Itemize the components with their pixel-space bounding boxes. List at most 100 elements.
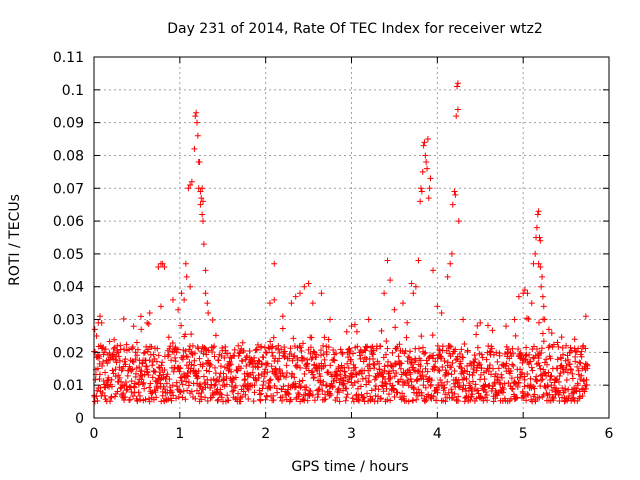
data-point <box>291 352 298 359</box>
data-point <box>177 365 184 372</box>
data-point <box>452 346 459 353</box>
data-point <box>131 380 138 387</box>
data-point <box>233 367 240 374</box>
data-point <box>408 378 415 385</box>
data-point <box>456 350 463 357</box>
data-point <box>283 362 290 369</box>
data-point <box>583 385 589 392</box>
data-point <box>210 344 217 351</box>
data-point <box>352 371 359 378</box>
x-tick-label: 3 <box>347 426 356 442</box>
data-point <box>521 287 528 294</box>
data-point <box>348 323 355 330</box>
data-point <box>422 349 429 356</box>
y-tick-label: 0.02 <box>53 345 84 361</box>
data-point <box>448 364 455 371</box>
data-point <box>480 397 487 404</box>
data-point <box>449 201 456 208</box>
data-point <box>242 376 249 383</box>
data-point <box>571 336 578 343</box>
data-point <box>191 145 198 152</box>
data-point <box>142 357 149 364</box>
data-point <box>266 377 273 384</box>
data-point <box>564 356 571 363</box>
y-tick-label: 0.03 <box>53 313 84 329</box>
data-point <box>568 367 575 374</box>
data-point <box>114 388 121 395</box>
data-point <box>379 383 386 390</box>
data-point <box>507 349 514 356</box>
data-point <box>253 346 260 353</box>
data-point <box>263 349 270 356</box>
data-point <box>540 303 547 310</box>
data-point <box>448 386 455 393</box>
data-point <box>386 370 393 377</box>
data-point <box>563 377 570 384</box>
data-point <box>199 211 206 218</box>
data-point <box>101 392 108 399</box>
data-point <box>584 362 591 369</box>
data-point <box>146 384 153 391</box>
data-point <box>580 342 587 349</box>
data-point <box>320 378 327 385</box>
data-point <box>128 367 135 374</box>
data-point <box>421 350 428 357</box>
data-point <box>560 366 567 373</box>
data-point <box>460 382 467 389</box>
data-point <box>417 198 424 205</box>
data-point <box>509 361 516 368</box>
data-point <box>375 386 382 393</box>
data-point <box>455 218 462 225</box>
data-point <box>505 379 512 386</box>
data-point <box>179 381 186 388</box>
data-point <box>322 396 329 403</box>
data-point <box>274 375 281 382</box>
data-point <box>509 345 516 352</box>
data-point <box>448 250 455 257</box>
data-point <box>564 369 571 376</box>
data-point <box>165 351 172 358</box>
data-point <box>448 371 455 378</box>
data-point <box>535 260 542 267</box>
data-point <box>317 373 324 380</box>
data-point <box>341 368 348 375</box>
data-point <box>122 361 129 368</box>
data-point <box>135 389 142 396</box>
data-point <box>299 354 306 361</box>
data-point <box>391 393 398 400</box>
data-point <box>202 290 209 297</box>
data-point <box>441 384 448 391</box>
data-point <box>137 313 144 320</box>
data-point <box>94 397 101 404</box>
data-point <box>461 340 468 347</box>
data-point <box>351 321 358 328</box>
data-point <box>133 352 140 359</box>
data-point <box>122 356 129 363</box>
data-point <box>322 382 329 389</box>
data-point <box>342 397 349 404</box>
data-point <box>91 326 98 333</box>
data-point <box>483 391 490 398</box>
data-point <box>255 374 262 381</box>
data-point <box>262 396 269 403</box>
data-point <box>334 386 341 393</box>
data-point <box>151 368 158 375</box>
data-point <box>279 325 286 332</box>
data-point <box>290 335 297 342</box>
data-point <box>442 398 449 405</box>
data-point <box>384 345 391 352</box>
data-point <box>579 392 586 399</box>
data-point <box>570 394 577 401</box>
data-point <box>381 367 388 374</box>
data-point <box>246 347 253 354</box>
data-point <box>432 364 439 371</box>
data-point <box>515 293 522 300</box>
data-point <box>459 386 466 393</box>
data-point <box>357 355 364 362</box>
data-point <box>205 309 212 316</box>
data-point <box>200 241 207 248</box>
data-point <box>498 371 505 378</box>
data-point <box>301 283 308 290</box>
data-point <box>441 358 448 365</box>
data-point <box>578 348 585 355</box>
